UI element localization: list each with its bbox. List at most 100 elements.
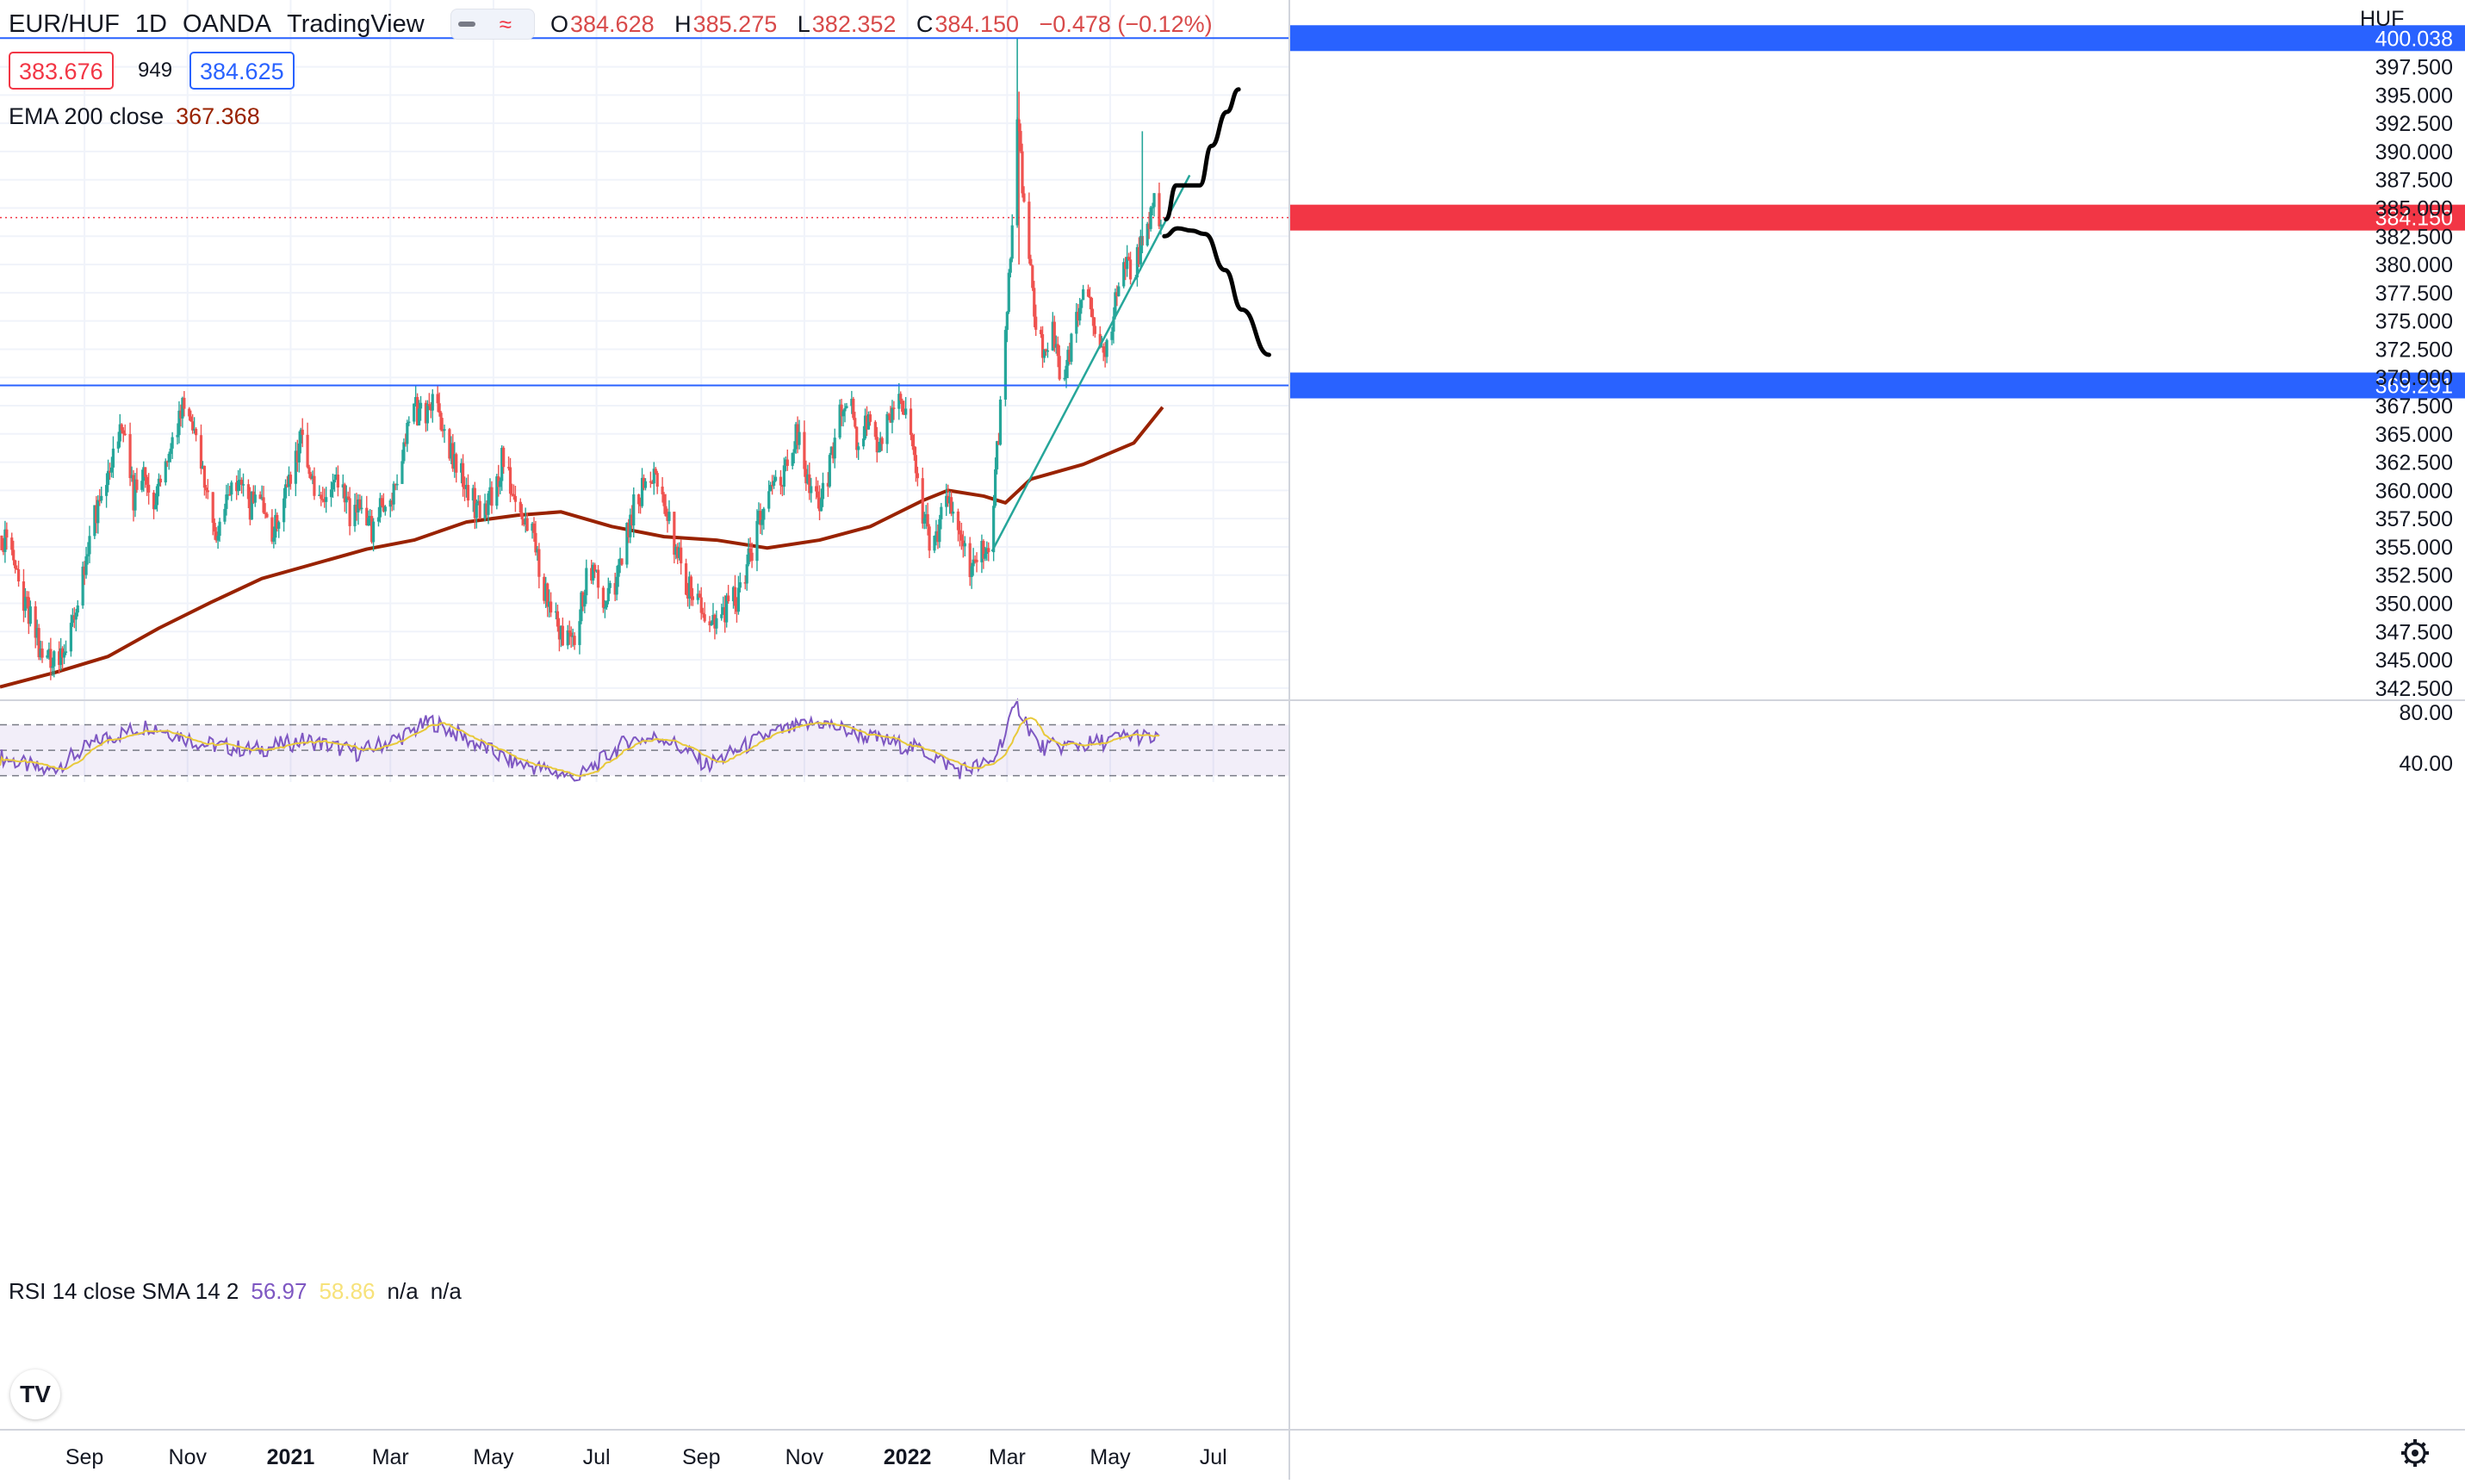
candle-body (1088, 296, 1092, 299)
candle-body (810, 486, 813, 494)
rsi-value: 56.97 (251, 1278, 307, 1304)
candle-body (926, 514, 929, 527)
candle-body (762, 508, 766, 520)
candle-body (708, 621, 711, 626)
candle-body (1019, 131, 1022, 152)
candle-body (413, 403, 416, 422)
candle-body (395, 483, 399, 486)
candle-body (922, 518, 926, 524)
currency-label: HUF (2360, 7, 2404, 31)
candle-body (383, 506, 387, 512)
ohlc-values: O384.628 H385.275 L382.352 C384.150 −0.4… (550, 10, 1213, 37)
candle-body (1103, 352, 1107, 357)
candle-body (1068, 350, 1071, 363)
candle-body (699, 597, 703, 613)
candle-body (899, 394, 903, 401)
candle-body (365, 507, 369, 525)
candle-body (436, 394, 439, 404)
candle-body (199, 435, 203, 469)
candle-body (165, 461, 169, 463)
candle-body (313, 475, 316, 496)
candle-body (135, 479, 139, 490)
candle-body (561, 625, 564, 646)
projection-down-drawing (1162, 226, 1271, 357)
candle-body (147, 484, 151, 493)
price-tick-label: 377.500 (2375, 282, 2453, 306)
candle-body (10, 537, 14, 550)
bid-price-button[interactable]: 383.676 (9, 52, 114, 90)
candle-body (947, 495, 950, 504)
candle-body (334, 474, 338, 481)
candle-body (1051, 321, 1054, 351)
chart-style-badge[interactable]: ≈ (450, 9, 535, 40)
ask-price-button[interactable]: 384.625 (189, 52, 295, 90)
candle-body (325, 497, 328, 502)
price-tick-label: 375.000 (2375, 310, 2453, 334)
time-tick-label: 2021 (267, 1445, 315, 1469)
candle-body (27, 597, 30, 624)
candle-body (318, 494, 321, 496)
candle-body (93, 505, 96, 537)
candle-body (581, 592, 585, 607)
candle-body (1003, 330, 1007, 400)
candle-body (392, 483, 395, 505)
candle-body (225, 494, 228, 509)
legend-title-row: EUR/HUF 1D OANDA TradingView ≈ O384.628 … (9, 9, 1242, 40)
candle-body (640, 477, 644, 506)
candle-body (1127, 257, 1131, 260)
candle-body (877, 450, 880, 453)
candle-body (417, 408, 421, 425)
candle-body (1080, 300, 1083, 308)
candle-body (803, 432, 806, 469)
candle-body (958, 530, 962, 535)
candle-body (904, 408, 908, 415)
candle-body (676, 546, 680, 558)
time-tick-label: Mar (989, 1445, 1026, 1469)
candle-body (475, 503, 478, 518)
rsi-legend[interactable]: RSI 14 close SMA 14 2 56.97 58.86 n/a n/… (9, 1278, 462, 1305)
candle-body (745, 564, 748, 584)
candle-body (443, 429, 446, 432)
candle-body (425, 404, 429, 424)
candle-body (1066, 350, 1070, 366)
candle-body (779, 476, 783, 486)
interval-label[interactable]: 1D (134, 9, 167, 38)
candle-body (83, 566, 86, 575)
candle-body (613, 582, 617, 595)
candle-body (235, 482, 239, 492)
tradingview-logo-icon[interactable]: TV (10, 1369, 60, 1419)
platform-label: TradingView (287, 9, 425, 38)
candle-body (355, 505, 358, 513)
candle-body (963, 543, 966, 547)
candle-body (1039, 329, 1043, 335)
candle-body (123, 433, 127, 436)
candle-body (297, 443, 301, 463)
candle-body (936, 531, 940, 543)
rsi-na-1: n/a (387, 1278, 419, 1304)
wave-icon: ≈ (499, 11, 512, 37)
candle-body (58, 651, 61, 666)
price-tick-label: 345.000 (2375, 649, 2453, 673)
candle-body (736, 587, 740, 612)
candle-body (223, 508, 227, 522)
candle-body (402, 442, 406, 462)
candle-body (506, 467, 511, 469)
candle-body (510, 494, 514, 495)
gear-icon[interactable] (2401, 1439, 2429, 1467)
candle-body (887, 413, 891, 416)
candle-body (237, 481, 240, 492)
candle-body (689, 576, 693, 597)
candle-body (1082, 289, 1085, 301)
candle-body (348, 498, 351, 526)
candle-body (987, 548, 990, 553)
candle-body (664, 506, 667, 517)
candle-body (218, 521, 221, 537)
candle-body (573, 636, 576, 645)
candle-body (1115, 292, 1119, 296)
candle-body (673, 512, 676, 556)
symbol-label[interactable]: EUR/HUF (9, 9, 120, 38)
candle-body (855, 426, 859, 450)
ema-legend[interactable]: EMA 200 close 367.368 (9, 103, 260, 130)
